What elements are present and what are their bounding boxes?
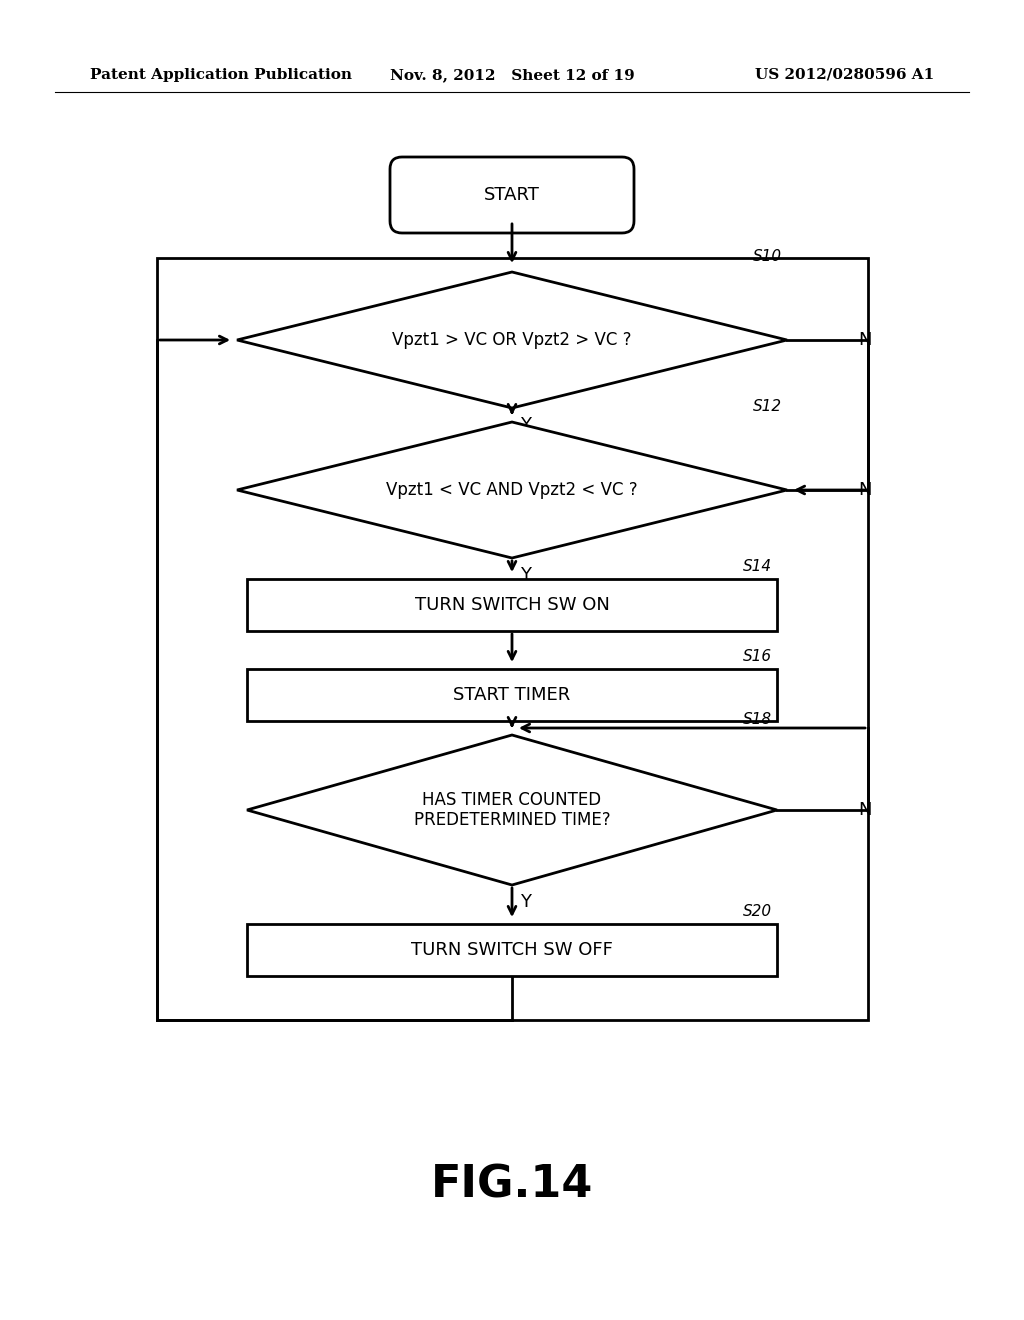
Text: Y: Y xyxy=(520,894,531,911)
Text: S20: S20 xyxy=(742,904,772,919)
Text: Patent Application Publication: Patent Application Publication xyxy=(90,69,352,82)
Polygon shape xyxy=(237,422,787,558)
Text: Vpzt1 > VC OR Vpzt2 > VC ?: Vpzt1 > VC OR Vpzt2 > VC ? xyxy=(392,331,632,348)
Text: HAS TIMER COUNTED
PREDETERMINED TIME?: HAS TIMER COUNTED PREDETERMINED TIME? xyxy=(414,791,610,829)
Text: S18: S18 xyxy=(742,711,772,727)
Text: TURN SWITCH SW OFF: TURN SWITCH SW OFF xyxy=(411,941,613,960)
Text: S10: S10 xyxy=(753,249,782,264)
Bar xyxy=(247,669,777,721)
Text: Nov. 8, 2012   Sheet 12 of 19: Nov. 8, 2012 Sheet 12 of 19 xyxy=(389,69,635,82)
Text: S16: S16 xyxy=(742,649,772,664)
Polygon shape xyxy=(247,735,777,884)
Text: N: N xyxy=(858,480,871,499)
Text: N: N xyxy=(858,801,871,818)
Text: S12: S12 xyxy=(753,399,782,414)
Text: N: N xyxy=(858,331,871,348)
Text: START: START xyxy=(484,186,540,205)
Bar xyxy=(247,579,777,631)
Text: S14: S14 xyxy=(742,558,772,574)
Text: Vpzt1 < VC AND Vpzt2 < VC ?: Vpzt1 < VC AND Vpzt2 < VC ? xyxy=(386,480,638,499)
FancyBboxPatch shape xyxy=(390,157,634,234)
Text: Y: Y xyxy=(520,416,531,434)
Text: START TIMER: START TIMER xyxy=(454,686,570,704)
Text: FIG.14: FIG.14 xyxy=(431,1163,593,1206)
Text: US 2012/0280596 A1: US 2012/0280596 A1 xyxy=(755,69,934,82)
Bar xyxy=(247,924,777,975)
Text: Y: Y xyxy=(520,566,531,583)
Bar xyxy=(157,257,868,1020)
Polygon shape xyxy=(237,272,787,408)
Text: TURN SWITCH SW ON: TURN SWITCH SW ON xyxy=(415,597,609,614)
